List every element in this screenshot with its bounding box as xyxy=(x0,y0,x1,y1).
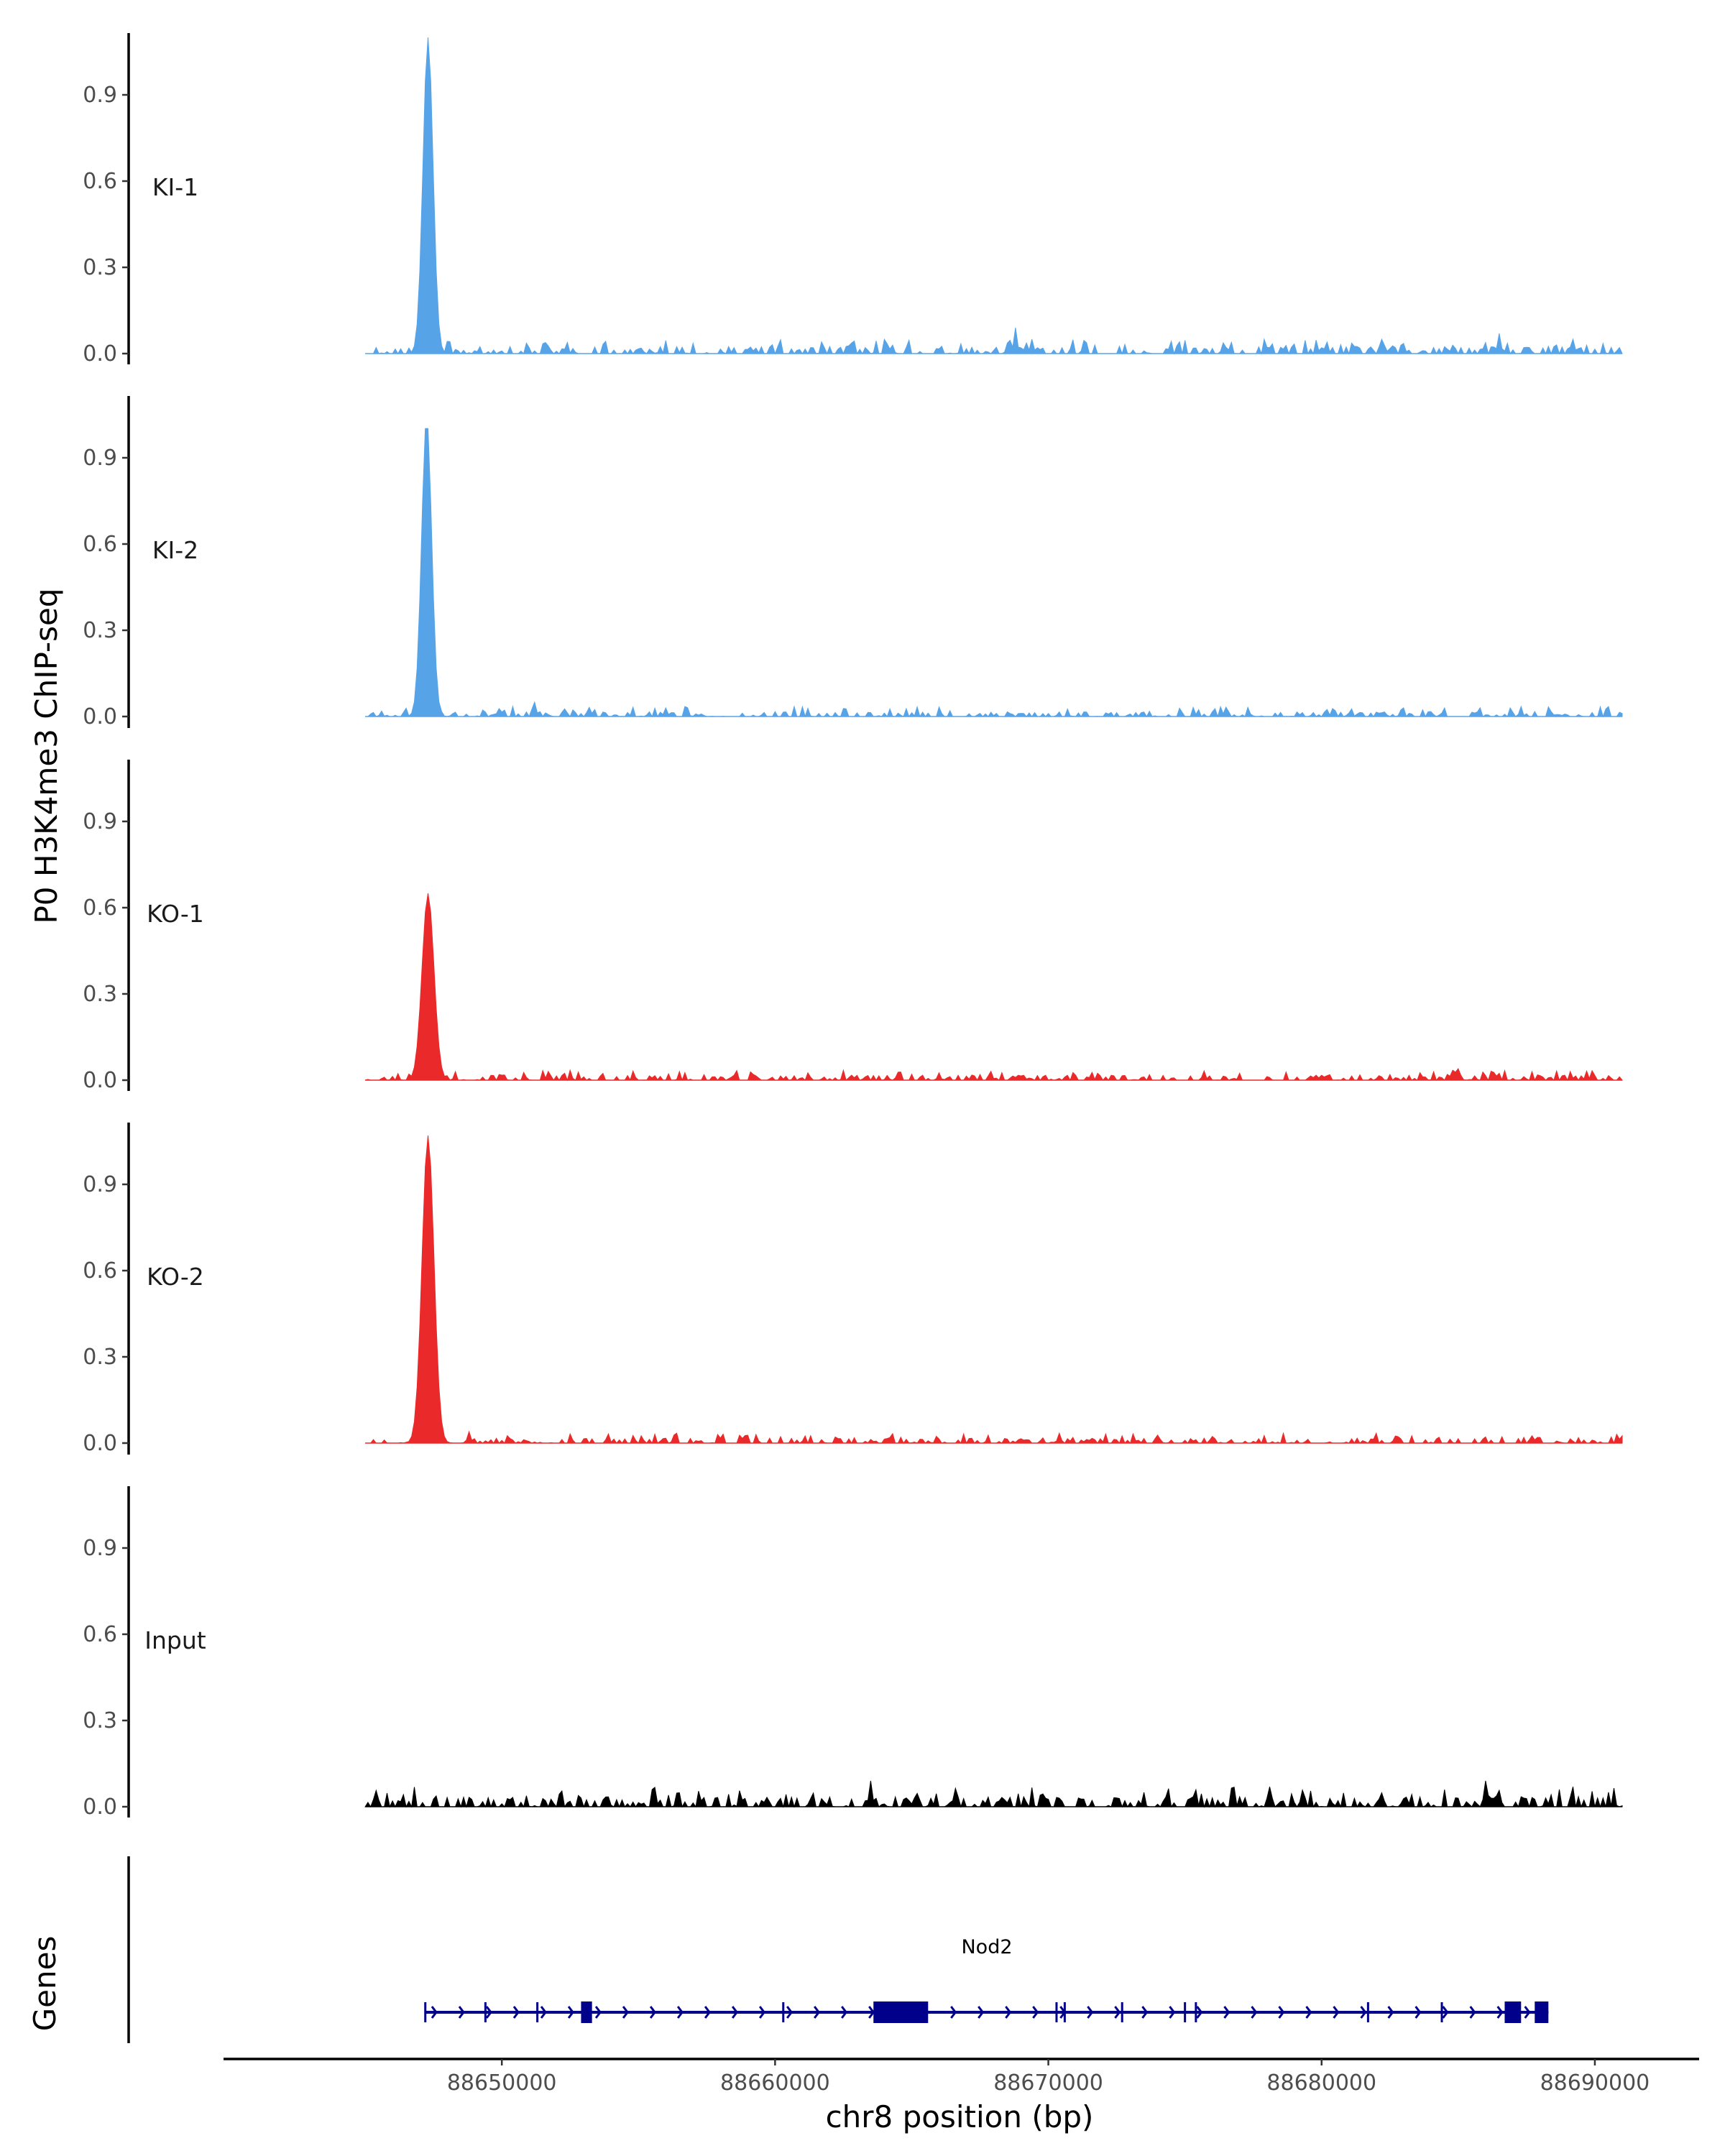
y-tick-label: 0.3 xyxy=(83,1345,117,1370)
x-tick-label: 88680000 xyxy=(1266,2070,1376,2096)
strand-arrow-icon xyxy=(676,2006,684,2019)
track-ko-1: 0.0 0.3 0.6 0.9 KO-1 xyxy=(83,760,1624,1093)
y-tick-label: 0.9 xyxy=(83,809,117,834)
strand-arrow-icon xyxy=(1360,2006,1367,2019)
strand-arrow-icon xyxy=(841,2006,848,2019)
track-label: KI-2 xyxy=(152,536,198,564)
track-input: 0.0 0.3 0.6 0.9 Input xyxy=(83,1486,1623,1820)
y-tick-label: 0.0 xyxy=(83,704,117,729)
track-ki-2: 0.0 0.3 0.6 0.9 KI-2 xyxy=(83,396,1623,729)
strand-arrow-icon xyxy=(649,2006,656,2019)
track-label: KO-1 xyxy=(147,900,204,928)
y-tick-label: 0.6 xyxy=(83,532,117,557)
signal-area xyxy=(364,1780,1623,1808)
gene-track-title: Genes xyxy=(27,1936,63,2032)
track-label: Input xyxy=(144,1626,206,1654)
y-tick-label: 0.6 xyxy=(83,895,117,921)
gene-exon xyxy=(873,2001,929,2023)
strand-arrow-icon xyxy=(1251,2006,1258,2019)
y-tick-label: 0.6 xyxy=(83,1258,117,1284)
strand-arrow-icon xyxy=(1196,2006,1203,2019)
strand-arrow-icon xyxy=(1087,2006,1094,2019)
signal-tracks: 0.00.30.60.9KI-10.00.30.60.9KI-20.00.30.… xyxy=(83,33,1624,1820)
track-ki-1: 0.0 0.3 0.6 0.9 KI-1 xyxy=(83,33,1623,367)
strand-arrow-icon xyxy=(1141,2006,1149,2019)
signal-area xyxy=(364,893,1624,1082)
y-axis-title: P0 H3K4me3 ChIP-seq xyxy=(29,588,64,923)
y-tick-label: 0.3 xyxy=(83,255,117,280)
strand-arrow-icon xyxy=(704,2006,712,2019)
x-tick-label: 88670000 xyxy=(993,2070,1103,2096)
x-tick-label: 88690000 xyxy=(1540,2070,1650,2096)
strand-arrow-icon xyxy=(1305,2006,1312,2019)
y-tick-label: 0.0 xyxy=(83,341,117,367)
y-tick-label: 0.9 xyxy=(83,83,117,108)
gene-exon xyxy=(1535,2001,1549,2023)
y-tick-label: 0.0 xyxy=(83,1795,117,1820)
strand-arrow-icon xyxy=(950,2006,957,2019)
strand-arrow-icon xyxy=(1524,2006,1531,2019)
strand-arrow-icon xyxy=(1169,2006,1176,2019)
strand-arrow-icon xyxy=(758,2006,766,2019)
y-tick-label: 0.9 xyxy=(83,1172,117,1197)
signal-area xyxy=(365,37,1623,355)
strand-arrow-icon xyxy=(1387,2006,1394,2019)
strand-arrow-icon xyxy=(540,2006,547,2019)
strand-arrow-icon xyxy=(1114,2006,1121,2019)
x-tick-label: 88650000 xyxy=(447,2070,557,2096)
strand-arrow-icon xyxy=(1414,2006,1422,2019)
gene-label: Nod2 xyxy=(961,1936,1012,1958)
track-label: KI-1 xyxy=(152,173,198,201)
y-tick-label: 0.3 xyxy=(83,618,117,643)
strand-arrow-icon xyxy=(458,2006,465,2019)
x-axis: 88650000 88660000 88670000 88680000 88690000 xyxy=(224,2058,1699,2096)
strand-arrow-icon xyxy=(1333,2006,1340,2019)
strand-arrow-icon xyxy=(512,2006,520,2019)
y-tick-label: 0.3 xyxy=(83,982,117,1007)
strand-arrow-icon xyxy=(485,2006,492,2019)
strand-arrow-icon xyxy=(622,2006,629,2019)
strand-arrow-icon xyxy=(814,2006,821,2019)
y-tick-label: 0.3 xyxy=(83,1708,117,1733)
strand-arrow-icon xyxy=(1005,2006,1012,2019)
strand-arrow-icon xyxy=(1223,2006,1230,2019)
strand-arrow-icon xyxy=(1278,2006,1285,2019)
gene-track: Genes Nod2 xyxy=(27,1856,1549,2043)
gene-nod2: Nod2 xyxy=(424,1936,1549,2023)
y-tick-label: 0.9 xyxy=(83,1536,117,1561)
strand-arrow-icon xyxy=(1496,2006,1504,2019)
strand-arrow-icon xyxy=(731,2006,739,2019)
y-tick-label: 0.0 xyxy=(83,1431,117,1456)
y-tick-label: 0.9 xyxy=(83,446,117,471)
strand-arrow-icon xyxy=(1032,2006,1039,2019)
strand-arrow-icon xyxy=(1469,2006,1476,2019)
y-tick-label: 0.6 xyxy=(83,169,117,194)
signal-area xyxy=(365,428,1623,718)
track-label: KO-2 xyxy=(147,1263,204,1291)
strand-arrow-icon xyxy=(594,2006,602,2019)
x-tick-label: 88660000 xyxy=(720,2070,830,2096)
strand-arrow-icon xyxy=(978,2006,985,2019)
y-tick-label: 0.6 xyxy=(83,1622,117,1647)
gene-exon xyxy=(1504,2001,1522,2023)
strand-arrow-icon xyxy=(1442,2006,1449,2019)
strand-arrow-icon xyxy=(431,2006,438,2019)
signal-area xyxy=(365,1135,1623,1445)
gene-exon xyxy=(581,2001,592,2023)
track-ko-2: 0.0 0.3 0.6 0.9 KO-2 xyxy=(83,1123,1623,1456)
strand-arrow-icon xyxy=(786,2006,794,2019)
strand-arrow-icon xyxy=(567,2006,574,2019)
x-axis-title: chr8 position (bp) xyxy=(826,2099,1094,2134)
y-tick-label: 0.0 xyxy=(83,1068,117,1093)
